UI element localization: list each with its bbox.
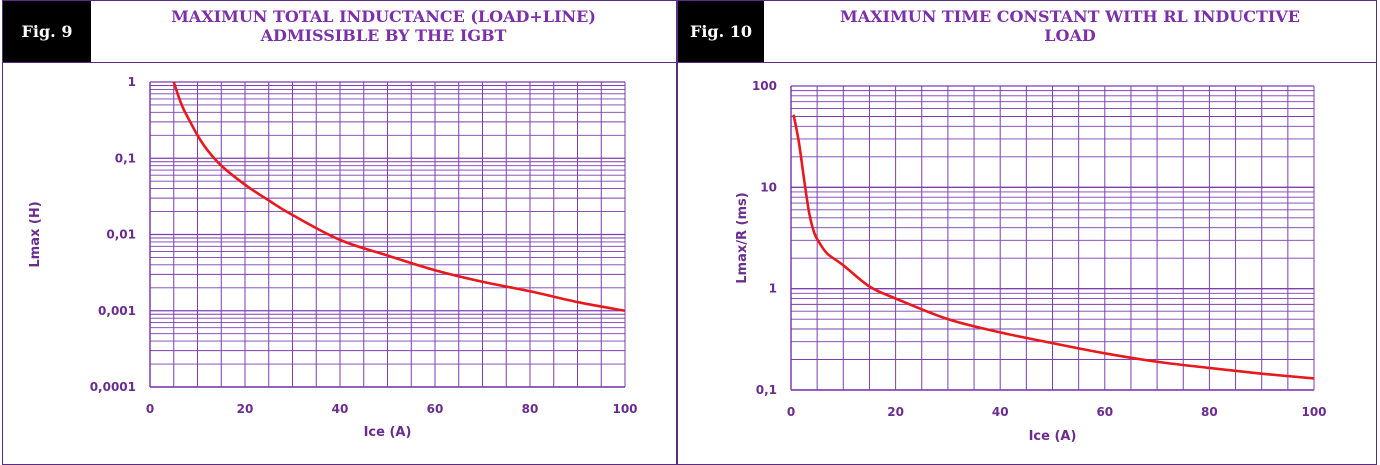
figure-9-x-axis-label: Ice (A) <box>364 425 412 440</box>
figure-9-x-tick-label: 60 <box>427 402 444 416</box>
figure-9-y-tick-label: 0,0001 <box>90 380 136 394</box>
figure-9-y-tick-label: 1 <box>128 75 136 89</box>
figure-10-x-tick-label: 80 <box>1201 405 1218 419</box>
figure-9-chart: 0 20 40 60 80 100 0,0001 0,001 0,01 0,1 1 Ice (A) Lm… <box>28 75 638 440</box>
figure-10-tag: Fig. 10 <box>678 1 764 62</box>
figure-10-x-axis-label: Ice (A) <box>1029 429 1077 444</box>
figure-9-header: Fig. 9 MAXIMUN TOTAL INDUCTANCE (LOAD+LI… <box>3 1 676 63</box>
figure-9-x-tick-label: 80 <box>522 402 539 416</box>
figure-10-x-tick-label: 100 <box>1301 405 1326 419</box>
figure-9-curve <box>172 81 626 313</box>
figure-9-panel: Fig. 9 MAXIMUN TOTAL INDUCTANCE (LOAD+LI… <box>2 0 677 465</box>
figure-9-x-tick-label: 0 <box>146 402 154 416</box>
figure-10-title: MAXIMUN TIME CONSTANT WITH RL INDUCTIVE … <box>768 7 1372 45</box>
figure-9-grid <box>149 81 626 388</box>
figure-10-title-line-1: MAXIMUN TIME CONSTANT WITH RL INDUCTIVE <box>840 7 1300 26</box>
figure-10-curve <box>792 114 1315 380</box>
figure-9-y-tick-label: 0,1 <box>115 151 136 165</box>
figure-10-header: Fig. 10 MAXIMUN TIME CONSTANT WITH RL IN… <box>678 1 1376 63</box>
figure-10-y-axis-label: Lmax/R (ms) <box>735 192 750 283</box>
figure-9-title: MAXIMUN TOTAL INDUCTANCE (LOAD+LINE) ADM… <box>95 7 672 45</box>
figure-10-y-tick-label: 100 <box>752 79 777 93</box>
figure-10-title-line-2: LOAD <box>1044 26 1096 45</box>
figure-9-title-line-2: ADMISSIBLE BY THE IGBT <box>260 26 507 45</box>
figure-10-chart: 0 20 40 60 80 100 0,1 1 10 100 Ice (A) Lmax/R (ms) <box>735 79 1327 444</box>
figure-9-tag: Fig. 9 <box>3 1 91 62</box>
figure-9-x-tick-label: 100 <box>612 402 637 416</box>
figure-9-title-line-1: MAXIMUN TOTAL INDUCTANCE (LOAD+LINE) <box>171 7 596 26</box>
figure-10-panel: Fig. 10 MAXIMUN TIME CONSTANT WITH RL IN… <box>677 0 1377 465</box>
figure-9-y-axis-label: Lmax (H) <box>28 201 43 267</box>
figure-10-y-tick-label: 1 <box>769 282 777 296</box>
figure-10-y-tick-label: 0,1 <box>756 383 777 397</box>
figure-9-y-tick-label: 0,01 <box>106 228 136 242</box>
figure-9-x-tick-label: 20 <box>237 402 254 416</box>
figure-10-x-tick-label: 20 <box>887 405 904 419</box>
figure-10-x-tick-label: 40 <box>992 405 1009 419</box>
figure-9-y-tick-label: 0,001 <box>98 304 136 318</box>
figure-10-y-tick-label: 10 <box>760 180 777 194</box>
figure-9-x-tick-label: 40 <box>332 402 349 416</box>
figure-10-x-tick-label: 0 <box>787 405 795 419</box>
figure-10-x-tick-label: 60 <box>1096 405 1113 419</box>
